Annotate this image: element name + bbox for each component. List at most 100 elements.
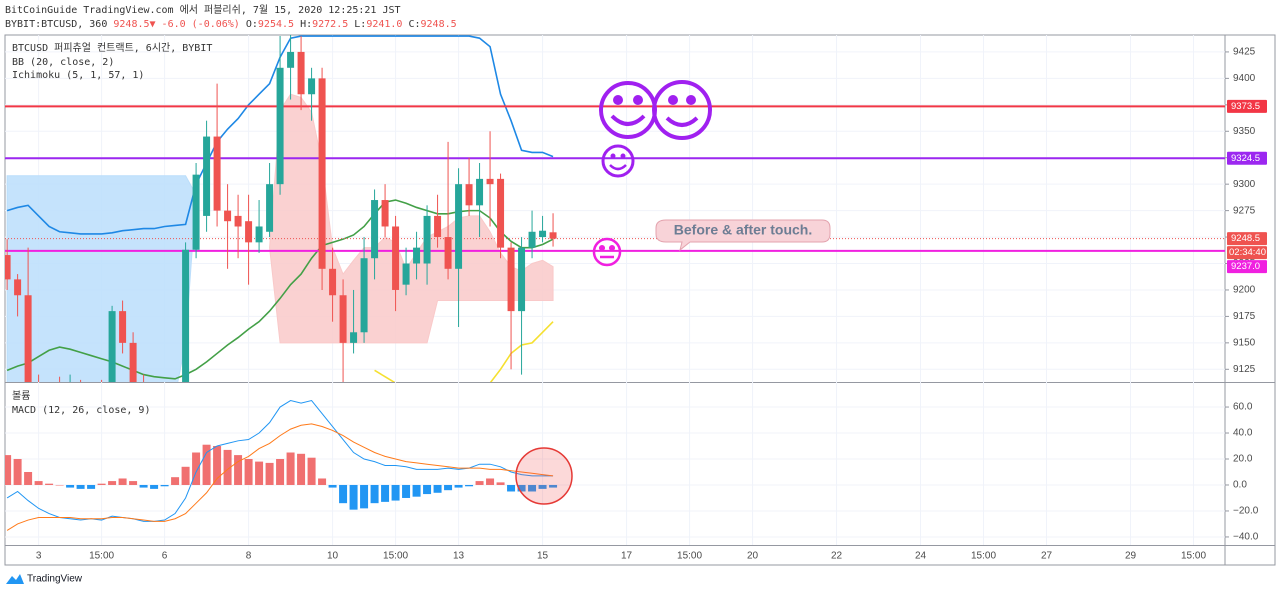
candle-body [423,215,431,264]
candle-body [140,385,147,396]
y-tick-label: 9125 [1233,364,1256,375]
candle-body [108,311,116,382]
symbol: BYBIT:BTCUSD, 360 [5,19,107,30]
macd-histogram-bar [538,484,547,489]
x-tick-label: 8 [246,551,252,562]
price-label: 9237.0 [1231,261,1260,272]
macd-histogram-bar [24,471,33,485]
macd-histogram-bar [318,478,327,485]
price-label-box [1227,151,1267,165]
macd-pane [5,399,558,531]
l: 9241.0 [366,19,402,30]
symbol-line: BYBIT:BTCUSD, 360 9248.5▼ -6.0 (-0.06%) … [5,19,457,30]
neutral-face [592,237,622,267]
y-tick-label: 9425 [1233,47,1256,58]
o-label: O: [246,19,258,30]
x-tick-label: 13 [453,551,465,562]
candle-body [77,396,84,404]
x-tick-label: 15:00 [677,551,702,562]
candle-body [476,178,484,206]
price-label: 9248.5 [1231,233,1260,244]
candle-body [192,174,200,250]
candle-body [518,247,526,312]
candle-body [297,51,305,95]
macd-histogram-bar [213,446,222,485]
candle-body [213,136,221,211]
macd-histogram-bar [5,455,12,485]
candle-body [266,184,274,232]
macd-histogram-bar [307,457,316,485]
candle-body [5,255,11,280]
legend-item: BTCUSD 퍼피츄얼 컨트랙트, 6시간, BYBIT [12,42,212,54]
price-label-box [1227,99,1267,113]
candle-body [245,221,253,243]
h: 9272.5 [312,19,348,30]
y-tick-label: −20.0 [1233,506,1259,517]
legend: BTCUSD 퍼피츄얼 컨트랙트, 6시간, BYBIT BB (20, clo… [12,42,212,416]
h-label: H: [300,19,312,30]
countdown: 02:34:40 [1229,247,1266,258]
publish-line: BitCoinGuide TradingView.com 에서 퍼블리쉬, 7월… [5,4,401,16]
macd-histogram-bar [171,477,180,485]
macd-histogram-bar [276,458,285,485]
candle-body [392,226,400,290]
candle-body [507,247,515,312]
macd-title: MACD (12, 26, close, 9) [12,405,150,416]
macd-histogram-bar [423,484,432,495]
y-tick-label: 9350 [1233,126,1256,137]
price-label-box [1227,232,1267,246]
candle-body [339,295,347,343]
candle-body [182,249,190,382]
candle-body [14,279,22,296]
macd-histogram-bar [129,481,138,485]
macd-histogram-bar [297,453,306,485]
macd-histogram-bar [265,462,274,485]
macd-histogram-bar [34,481,43,485]
y-tick-label: 9275 [1233,205,1256,216]
candle-body [234,215,242,227]
x-tick-label: 17 [621,551,633,562]
candle-body [329,268,337,296]
macd-histogram-bar [45,483,54,485]
macd-histogram-bar [118,478,127,485]
frame [4,34,1276,566]
y-tick-label: 20.0 [1233,454,1253,465]
annotation: Before & after touch. [674,222,812,238]
macd-histogram-bar [255,461,264,485]
x-tick-label: 29 [1125,551,1137,562]
macd-histogram-bar [339,484,348,504]
axes: 3 15:00 6 8 10 15:00 13 15 17 15:00 20 22 24 15:00 27 2… [36,47,1267,562]
macd-histogram-bar [139,484,148,488]
macd-histogram-bar [55,484,64,486]
indicator-line [6,399,554,522]
candle-body [203,136,211,216]
smiley [599,80,712,178]
candle-body [549,232,557,239]
macd-histogram-bar [97,483,106,485]
y-tick-label: 9200 [1233,285,1256,296]
candle-body [434,215,442,238]
macd-histogram-bar [528,484,537,492]
countdown-box [1227,246,1267,260]
x-tick-label: 15:00 [383,551,408,562]
c: 9248.5 [421,19,457,30]
macd-histogram-bar [433,484,442,493]
highlight-circle [515,447,573,505]
macd-histogram-bar [549,484,558,488]
cloud [269,93,554,344]
price-label: 9373.5 [1231,101,1260,112]
macd-histogram-bar [244,458,253,485]
macd-histogram-bar [391,484,400,501]
macd-histogram-bar [412,484,421,497]
macd-histogram-bar [192,452,201,485]
macd-histogram-bar [370,484,379,504]
macd-histogram-bar [66,484,75,488]
candle-body [528,231,536,248]
y-tick-label: 0.0 [1233,480,1247,491]
cloud [6,175,197,382]
y-tick-label: 9400 [1233,73,1256,84]
macd-histogram-bar [465,484,474,487]
candle-body [172,396,179,407]
candle-body [255,226,263,243]
change: 9248.5▼ -6.0 (-0.06%) [113,19,239,30]
